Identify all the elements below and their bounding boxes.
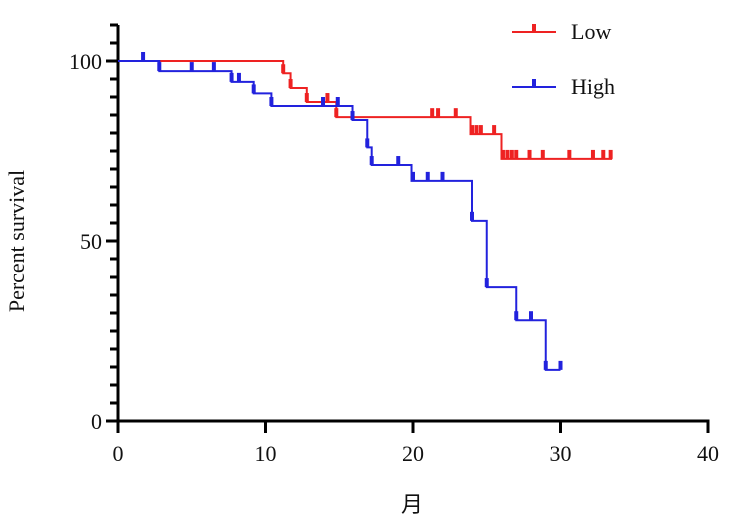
- censor-mark: [350, 111, 355, 121]
- legend-label-low: Low: [571, 19, 611, 44]
- censor-mark: [251, 84, 256, 94]
- series-high: [118, 52, 563, 371]
- y-tick-label: 0: [91, 409, 102, 434]
- x-tick-label: 0: [113, 441, 124, 466]
- censor-mark: [288, 79, 293, 88]
- y-tick-label: 50: [80, 229, 102, 254]
- y-axis-label: Percent survival: [4, 170, 29, 312]
- legend-censor-mark: [532, 79, 536, 87]
- censor-mark: [558, 360, 563, 370]
- censor-mark: [321, 97, 326, 106]
- censor-mark: [509, 149, 514, 159]
- x-tick-label: 30: [550, 441, 572, 466]
- censor-mark: [141, 52, 146, 61]
- legend-label-high: High: [571, 74, 615, 99]
- censor-mark: [369, 156, 374, 166]
- censor-mark: [425, 171, 430, 181]
- censor-mark: [478, 125, 483, 135]
- censor-mark: [229, 72, 234, 82]
- censor-mark: [157, 62, 162, 72]
- censor-mark: [543, 360, 548, 370]
- censor-mark: [514, 311, 519, 321]
- censor-mark: [396, 156, 401, 166]
- censor-mark: [453, 108, 458, 118]
- censor-mark: [335, 97, 340, 106]
- censor-mark: [470, 125, 474, 135]
- x-tick-label: 10: [255, 441, 277, 466]
- censor-mark: [334, 108, 339, 118]
- censor-mark: [567, 149, 572, 159]
- censor-mark: [540, 149, 545, 159]
- censor-mark: [189, 62, 194, 72]
- x-tick-label: 40: [697, 441, 719, 466]
- censor-mark: [590, 149, 595, 159]
- censor-mark: [601, 149, 606, 159]
- y-tick-label: 100: [69, 49, 102, 74]
- survival-curve-low: [118, 60, 613, 160]
- censor-mark: [269, 97, 274, 106]
- x-tick-label: 20: [402, 441, 424, 466]
- x-axis-label: 月: [401, 492, 423, 517]
- censor-mark: [470, 211, 474, 221]
- censor-mark: [529, 311, 533, 321]
- censor-mark: [436, 108, 441, 118]
- censor-mark: [484, 278, 489, 288]
- censor-mark: [325, 93, 330, 103]
- censor-mark: [236, 72, 241, 82]
- censor-mark: [492, 125, 497, 135]
- censor-mark: [608, 149, 613, 159]
- censor-mark: [514, 149, 519, 159]
- legend-censor-mark: [532, 24, 536, 32]
- censor-mark: [527, 149, 532, 159]
- censor-mark: [440, 171, 445, 181]
- censor-mark: [304, 93, 309, 103]
- censor-mark: [365, 138, 370, 148]
- censor-mark: [474, 125, 479, 135]
- censor-mark: [411, 171, 415, 181]
- censor-mark: [500, 149, 505, 159]
- censor-mark: [211, 62, 216, 72]
- censor-mark: [281, 64, 286, 74]
- censor-mark: [505, 149, 510, 159]
- survival-curve-high: [118, 60, 561, 371]
- censor-mark: [430, 108, 435, 118]
